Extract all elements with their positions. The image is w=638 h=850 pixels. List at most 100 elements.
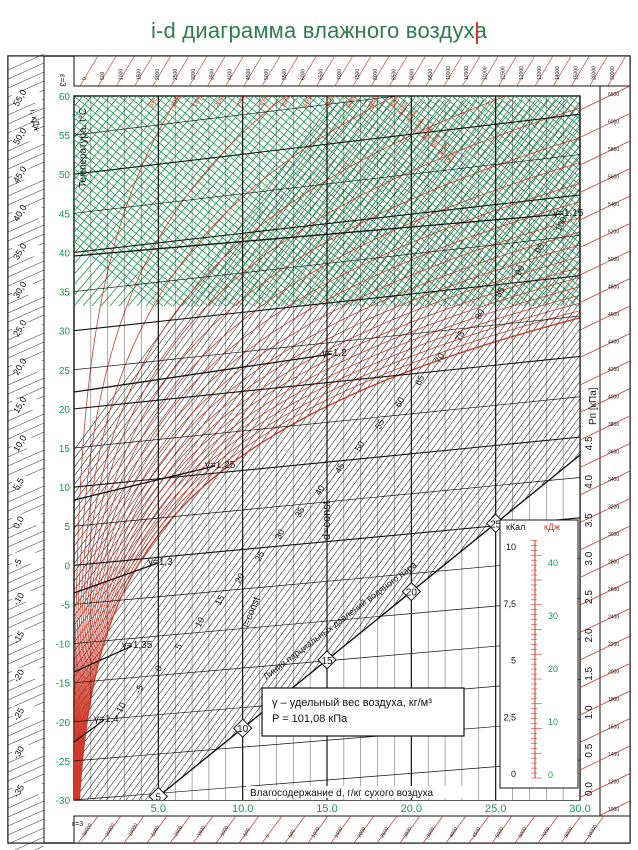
pp-marker <box>232 718 253 738</box>
top-ratio-line <box>79 55 99 87</box>
rh-curve <box>75 162 580 800</box>
rh-curve <box>75 137 580 800</box>
green-line <box>127 96 389 307</box>
left-strip-hatch <box>7 305 45 323</box>
rh-label: -5 <box>133 683 146 695</box>
hatch-line <box>74 99 432 582</box>
inset-kcal-tick: 7,5 <box>503 599 516 609</box>
inset-kj-tick: 10 <box>548 717 558 727</box>
right-ratio-label: 1200 <box>608 780 619 786</box>
rh-label: 10 <box>193 615 207 629</box>
gamma-line <box>74 562 159 594</box>
green-line <box>118 96 380 307</box>
bottom-ratio-label: -1500 <box>196 825 208 839</box>
y-tick-label: 20 <box>59 405 71 416</box>
green-line <box>442 145 580 307</box>
green-line <box>100 96 282 307</box>
top-ratio-line <box>116 55 135 87</box>
right-ratio-label: 5000 <box>608 257 619 263</box>
left-strip-hatch <box>34 845 45 850</box>
top-ratio-line <box>389 55 408 87</box>
left-strip-hatch <box>7 611 45 629</box>
y-tick-label: 10 <box>59 483 71 494</box>
right-ratio-line <box>579 333 631 358</box>
green-line <box>74 96 210 255</box>
rh-label: 90 <box>513 263 527 277</box>
green-line <box>424 96 580 222</box>
green-line <box>433 96 580 215</box>
top-ratio-label: 6500 <box>319 69 325 80</box>
green-line <box>199 96 381 307</box>
top-ratio-label: 0 <box>82 77 88 80</box>
top-ratio-line <box>207 55 226 87</box>
right-ratio-line <box>579 305 631 331</box>
green-line <box>262 96 444 307</box>
right-ratio-line <box>579 608 631 633</box>
hatch-line <box>177 99 580 800</box>
green-line <box>298 96 480 307</box>
d-const-label: d=const <box>321 501 333 540</box>
y-tick-label: 0 <box>64 561 70 572</box>
green-line <box>388 96 580 251</box>
bottom-ratio-line <box>123 815 145 844</box>
green-line <box>469 177 580 307</box>
bottom-ratio-label: 4500 <box>472 826 483 839</box>
right-ratio-label: 4400 <box>608 340 619 346</box>
right-ratio-line <box>579 690 631 716</box>
right-ratio-label: 5600 <box>608 175 619 181</box>
left-strip-hatch <box>7 647 45 665</box>
bottom-ratio-label: 1500 <box>334 826 345 839</box>
enthalpy-tick-bg <box>12 552 42 564</box>
green-line <box>262 96 524 307</box>
enthalpy-tick-bg <box>12 437 42 449</box>
rh-curve <box>74 96 507 800</box>
bottom-ratio-label: 4000 <box>449 826 460 839</box>
right-ratio-line <box>579 113 631 138</box>
legend-box: γ – удельный вес воздуха, кг/м³ P = 101,… <box>261 687 465 737</box>
left-strip-hatch <box>7 791 45 809</box>
right-ratio-label: 4000 <box>608 395 619 401</box>
green-line <box>298 96 560 307</box>
green-line <box>100 96 362 307</box>
y-tick-label: -20 <box>56 718 71 729</box>
hatch-line <box>74 99 406 547</box>
rh-label: 85 <box>493 285 507 299</box>
right-ratio-label: 2600 <box>608 587 619 593</box>
green-line <box>74 124 299 307</box>
bottom-ratio-line <box>77 815 99 844</box>
right-ratio-label: 1800 <box>608 697 619 703</box>
rh-label: 80 <box>473 307 487 321</box>
left-strip-hatch <box>7 152 45 170</box>
pp-marker <box>148 786 169 800</box>
enthalpy-tick-bg <box>12 284 42 295</box>
green-line <box>74 139 281 307</box>
pp-marker-label: 5 <box>156 792 162 803</box>
pp-marker-label: 10 <box>237 724 249 735</box>
green-line <box>478 96 580 179</box>
green-line <box>136 96 398 307</box>
hatch-line <box>74 99 354 477</box>
right-ratio-label: 3200 <box>608 505 619 511</box>
title-marker <box>476 22 478 44</box>
top-ratio-line <box>152 55 172 87</box>
top-strip <box>73 55 631 87</box>
green-line <box>469 96 580 186</box>
rh-label: 0 <box>153 664 164 673</box>
hatch-line <box>74 99 335 451</box>
top-ratio-line <box>480 55 499 87</box>
left-strip-hatch <box>7 53 45 71</box>
y-tick-label: -15 <box>56 679 71 690</box>
plot-area: 5 10 15 20 25 <box>74 96 580 803</box>
top-ratio-label: 1000 <box>118 69 124 80</box>
top-ratio-line <box>407 55 426 87</box>
bottom-ratio-label: 6000 <box>518 826 529 839</box>
enthalpy-tick-bg <box>12 591 42 603</box>
right-strip <box>599 85 631 844</box>
top-ratio-label: 3500 <box>209 69 215 80</box>
inset-kj-tick: 30 <box>548 611 558 621</box>
bottom-ratio-line <box>422 815 444 844</box>
rh-label: 40 <box>313 483 327 497</box>
bottom-ratio-line <box>261 815 283 844</box>
bottom-ratio-label: 3500 <box>426 826 437 839</box>
left-strip-hatch <box>7 719 45 737</box>
